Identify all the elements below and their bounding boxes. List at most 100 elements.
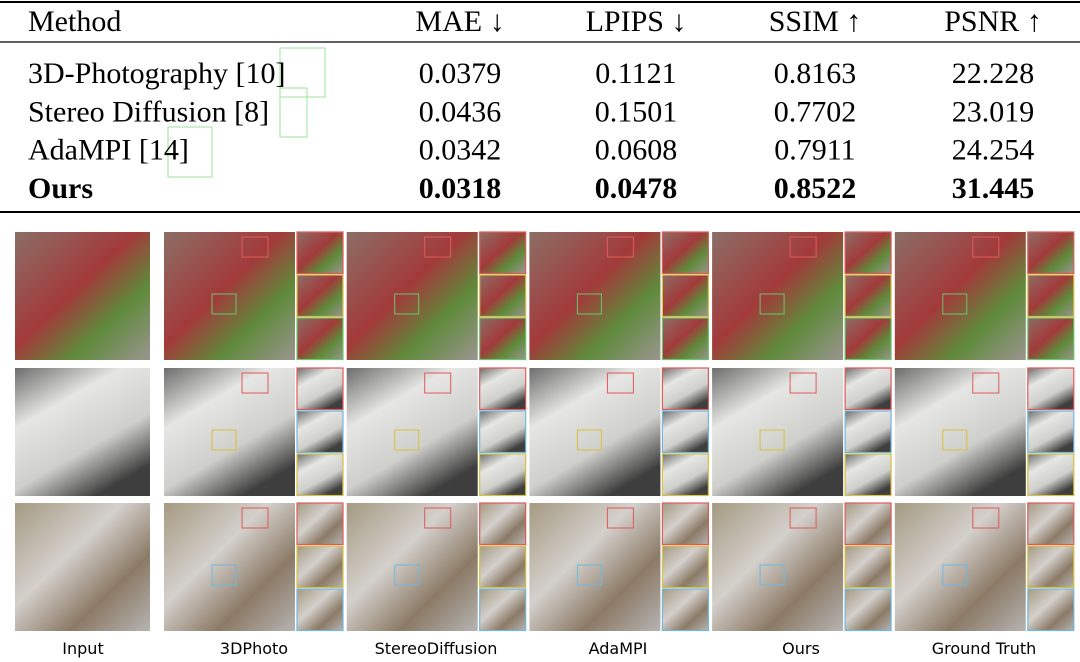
metric-cell: 0.0342 <box>419 134 502 167</box>
citation-box <box>279 87 308 138</box>
metric-cell: 0.1501 <box>595 95 678 128</box>
crop-tile <box>661 588 710 632</box>
crop-marker <box>759 293 785 315</box>
crop-marker <box>576 564 602 586</box>
metric-cell: 0.0478 <box>595 172 678 205</box>
crop-tile <box>479 588 527 632</box>
crop-tile <box>296 317 344 361</box>
result-image <box>529 503 661 631</box>
crop-tile <box>479 231 527 275</box>
metric-cell: 31.445 <box>952 172 1035 205</box>
crop-marker <box>942 293 968 315</box>
crop-marker <box>606 372 634 394</box>
metric-cell: 0.0318 <box>419 172 502 205</box>
crop-tile <box>844 410 892 454</box>
crop-marker <box>211 564 237 586</box>
result-image <box>346 503 478 631</box>
crop-marker <box>972 507 1000 529</box>
crop-marker <box>424 507 452 529</box>
citation-box <box>279 47 326 98</box>
header-cell: PSNR ↑ <box>944 5 1042 38</box>
result-image <box>164 368 295 496</box>
crop-marker <box>394 293 420 315</box>
crop-tile <box>1027 588 1075 632</box>
crop-tile <box>296 410 344 454</box>
crop-tile <box>479 317 527 361</box>
metric-cell: 0.0379 <box>419 57 502 90</box>
crop-tile <box>1027 317 1075 361</box>
crop-tile <box>661 453 710 497</box>
result-image <box>346 232 478 360</box>
result-image <box>712 232 844 360</box>
crop-tile <box>296 545 344 589</box>
metric-cell: 22.228 <box>952 57 1035 90</box>
crop-tile <box>296 453 344 497</box>
crop-tile <box>661 502 710 546</box>
crop-tile <box>844 453 892 497</box>
crop-marker <box>942 429 968 451</box>
crop-tile <box>296 502 344 546</box>
crop-marker <box>789 236 817 258</box>
column-caption: Ours <box>782 639 820 658</box>
crop-tile <box>479 274 527 318</box>
citation-box <box>167 126 213 178</box>
crop-tile <box>479 502 527 546</box>
crop-marker <box>606 507 634 529</box>
crop-tile <box>479 453 527 497</box>
metric-cell: 0.0608 <box>595 134 678 167</box>
crop-tile <box>479 410 527 454</box>
crop-marker <box>394 564 420 586</box>
crop-tile <box>661 410 710 454</box>
crop-marker <box>789 507 817 529</box>
result-image <box>346 368 478 496</box>
column-caption: Input <box>62 639 103 658</box>
column-caption: AdaMPI <box>589 639 648 658</box>
crop-marker <box>241 236 269 258</box>
crop-tile <box>661 274 710 318</box>
crop-tile <box>479 367 527 411</box>
result-image <box>894 232 1026 360</box>
result-image <box>529 368 661 496</box>
method-cell: 3D-Photography [10] <box>28 57 285 90</box>
crop-tile <box>844 545 892 589</box>
crop-marker <box>576 293 602 315</box>
metric-cell: 0.7911 <box>774 134 855 167</box>
crop-tile <box>1027 545 1075 589</box>
crop-marker <box>211 429 237 451</box>
input-image <box>15 503 150 631</box>
crop-tile <box>1027 502 1075 546</box>
crop-tile <box>844 502 892 546</box>
crop-marker <box>424 236 452 258</box>
result-image <box>894 503 1026 631</box>
crop-tile <box>479 545 527 589</box>
metric-cell: 24.254 <box>952 134 1035 167</box>
column-caption: 3DPhoto <box>220 639 288 658</box>
result-image <box>529 232 661 360</box>
crop-tile <box>661 367 710 411</box>
crop-marker <box>972 236 1000 258</box>
crop-tile <box>296 231 344 275</box>
metric-cell: 0.1121 <box>595 57 676 90</box>
crop-marker <box>942 564 968 586</box>
metric-cell: 23.019 <box>952 95 1035 128</box>
crop-marker <box>606 236 634 258</box>
column-caption: Ground Truth <box>932 639 1037 658</box>
crop-marker <box>211 293 237 315</box>
metric-cell: 0.0436 <box>419 95 502 128</box>
header-cell: SSIM ↑ <box>769 5 862 38</box>
result-image <box>712 503 844 631</box>
crop-tile <box>1027 453 1075 497</box>
crop-marker <box>241 372 269 394</box>
method-cell: Ours <box>28 172 93 205</box>
metric-cell: 0.7702 <box>774 95 857 128</box>
input-image <box>15 232 150 360</box>
crop-marker <box>759 429 785 451</box>
crop-tile <box>1027 410 1075 454</box>
crop-tile <box>844 588 892 632</box>
crop-tile <box>844 274 892 318</box>
crop-tile <box>661 545 710 589</box>
crop-tile <box>296 588 344 632</box>
result-image <box>164 503 295 631</box>
crop-marker <box>576 429 602 451</box>
